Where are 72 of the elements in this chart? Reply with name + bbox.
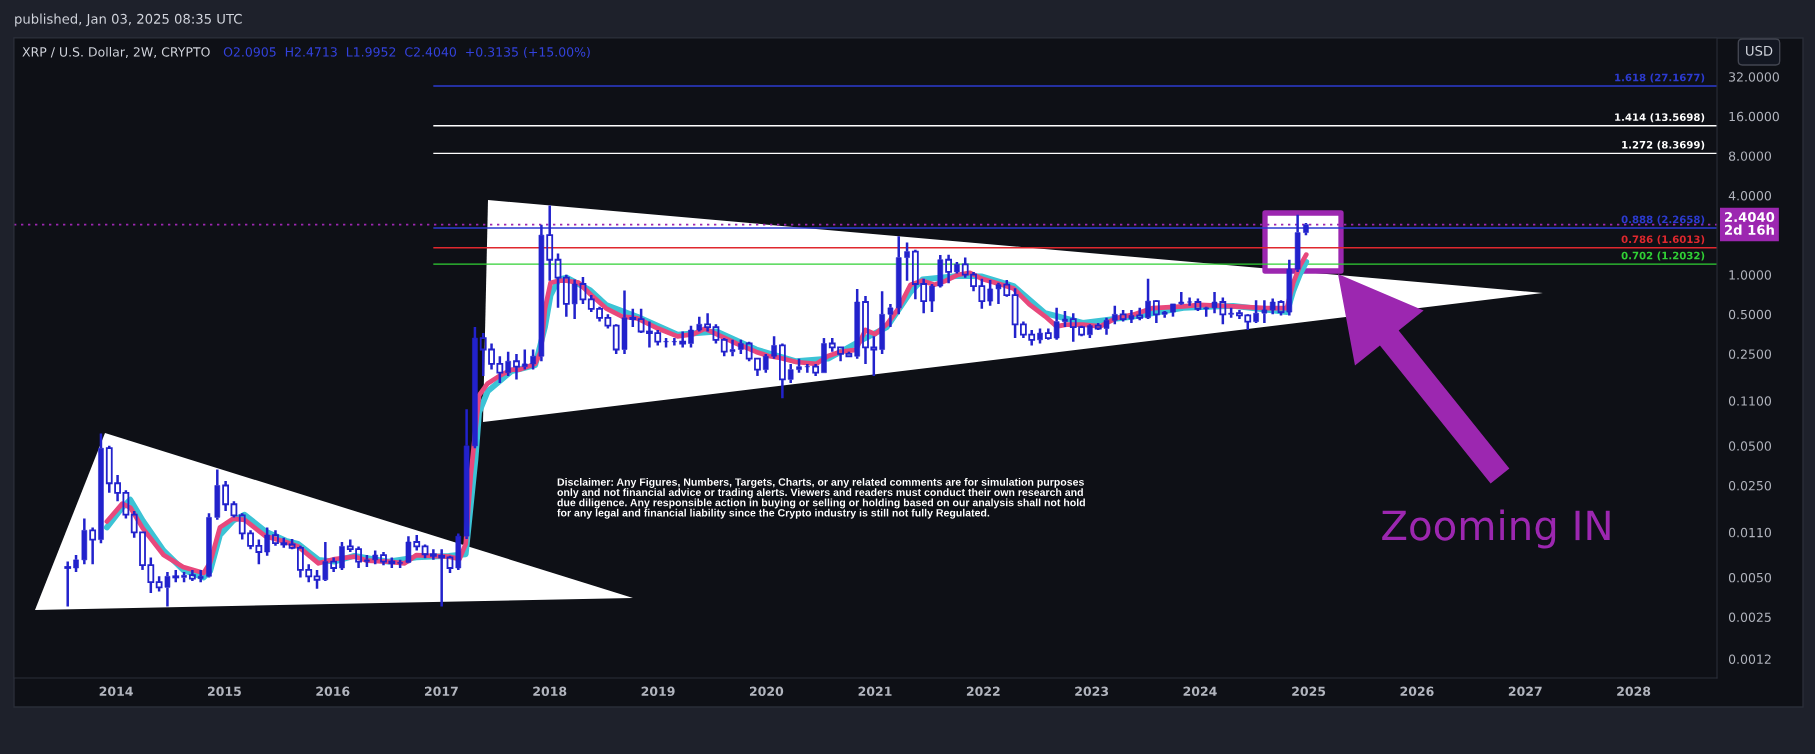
candlestick [81,517,88,566]
text: O2.0905 H2.4713 L1.9952 C2.4040 +0.3135 (+15.00%) [223,46,590,59]
candlestick [1011,286,1019,340]
x-tick-label: 2026 [1400,686,1434,697]
candlestick [513,352,520,381]
candlestick [787,362,794,385]
y-tick-label: 0.2500 [1728,349,1772,359]
candlestick [197,568,204,584]
y-tick-label: 0.0110 [1728,527,1772,538]
x-tick-label: 2020 [749,686,784,697]
x-tick-label: 2014 [99,686,133,697]
y-tick-label: 0.0012 [1728,654,1771,664]
x-tick-label: 2018 [533,686,567,697]
candlestick [188,568,196,583]
x-tick-label: 2028 [1617,686,1651,697]
candlestick [89,526,97,566]
y-tick-label: 0.5000 [1728,309,1772,320]
x-tick-label: 2027 [1508,686,1542,697]
candlestick [1178,290,1185,305]
y-tick-label: 1.0000 [1729,270,1772,280]
y-tick-label: 4.0000 [1728,190,1772,201]
candlestick [330,556,338,574]
ref-line-label: 0.786 (1.6013) [1621,235,1705,245]
x-tick-label: 2022 [966,686,1000,697]
candlestick [904,241,910,282]
candlestick [463,407,470,541]
ref-line-label: 1.272 (8.3699) [1622,140,1705,150]
y-tick-label: 0.0250 [1728,480,1772,491]
candlestick [1294,213,1301,274]
candlestick [887,302,894,329]
x-tick-label: 2023 [1075,686,1109,697]
ref-line-label: 1.618 (27.1677) [1615,73,1705,83]
candlestick [895,235,902,316]
candlestick [945,253,953,285]
x-tick-label: 2024 [1183,686,1217,697]
candlestick [704,311,712,333]
ref-line-label: 2.4040 2d 16h [1724,212,1775,235]
y-tick-label: 0.0025 [1728,612,1771,622]
candlestick [214,468,221,522]
ref-line-label: 0.888 (2.2658) [1621,215,1705,225]
y-tick-label: 8.0000 [1728,151,1772,161]
ref-line-label: 0.702 (1.2032) [1621,251,1705,261]
y-tick-label: 0.0500 [1728,441,1772,451]
text: USD [1746,45,1773,56]
candlestick [64,560,72,608]
candlestick [1261,298,1268,325]
candlestick [1286,258,1293,317]
x-tick-label: 2019 [641,686,675,697]
y-tick-label: 0.0050 [1728,572,1772,583]
x-tick-label: 2025 [1292,686,1326,697]
y-tick-label: 32.0000 [1729,72,1779,82]
candlestick [554,252,562,310]
annotation: Zooming IN [1382,509,1610,549]
x-tick-label: 2017 [424,686,458,697]
text: published, Jan 03, 2025 08:35 UTC [15,13,242,27]
x-tick-label: 2021 [858,686,892,697]
candlestick [98,432,104,545]
candlestick [1152,300,1160,325]
candlestick [696,315,703,333]
y-tick-label: 16.0000 [1729,111,1779,122]
x-tick-label: 2016 [316,686,350,697]
candlestick [222,479,230,513]
x-tick-label: 2015 [208,686,241,697]
candlestick [1269,297,1276,316]
candlestick [1145,277,1151,319]
text: XRP / U.S. Dollar, 2W, CRYPTO [22,46,210,58]
candlestick [778,342,786,400]
candlestick [879,289,885,356]
candlestick [322,540,329,581]
ref-line-label: 1.414 (13.5698) [1615,113,1705,123]
y-tick-label: 0.1100 [1728,396,1772,406]
annotation: Disclaimer: Any Figures, Numbers, Targets, Charts, or any related comments are for simulation purposes only and not financial advice or trading alerts. Viewers and readers must conduct their own research and due diligence. Any responsible action in buying or selling or holding based on our analysis shall not hold for any legal and financial liability since the Crypto industry is still not fully Regulated. [557,478,1085,519]
